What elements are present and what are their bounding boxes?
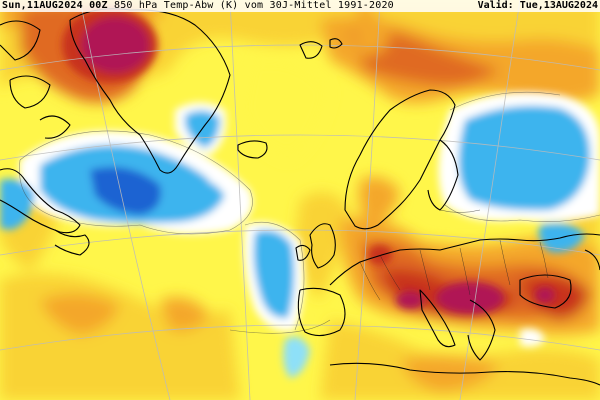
header-strip <box>0 0 600 12</box>
valid-time-label: Valid: Tue,13AUG2024 <box>477 0 598 11</box>
map-title: 850 hPa Temp-Abw (K) vom 30J-Mittel 1991… <box>113 0 394 11</box>
coastlines <box>0 8 600 386</box>
run-time-label: Sun,11AUG2024 00Z <box>2 0 108 11</box>
country-borders <box>359 209 549 301</box>
cold-anomalies <box>0 92 600 378</box>
anomaly-cores <box>62 7 555 314</box>
map-header: Sun,11AUG2024 00Z 850 hPa Temp-Abw (K) v… <box>2 0 394 12</box>
